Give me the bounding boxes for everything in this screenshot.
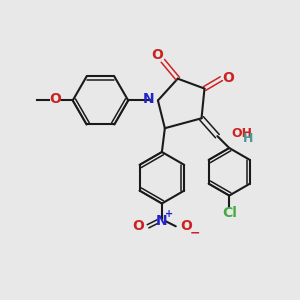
Text: H: H — [243, 132, 253, 145]
Text: Cl: Cl — [222, 206, 237, 220]
Text: OH: OH — [231, 127, 252, 140]
Text: O: O — [132, 219, 144, 233]
Text: O: O — [222, 71, 234, 85]
Text: O: O — [49, 92, 61, 106]
Text: −: − — [189, 227, 200, 240]
Text: N: N — [156, 214, 168, 228]
Text: O: O — [151, 48, 163, 62]
Text: N: N — [143, 92, 155, 106]
Text: O: O — [181, 219, 193, 233]
Text: +: + — [165, 209, 173, 219]
